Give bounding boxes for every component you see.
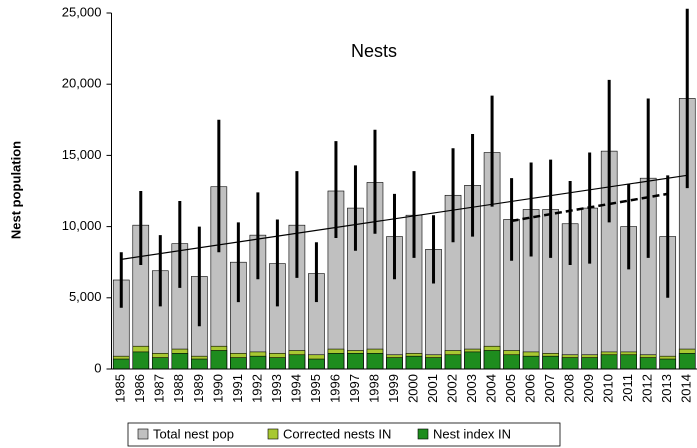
bar bbox=[659, 358, 677, 370]
bar bbox=[503, 354, 520, 370]
x-tick-label: 2010 bbox=[601, 374, 616, 403]
legend: Total nest pop Corrected nests IN Nest ind… bbox=[127, 422, 561, 447]
x-tick-label: 2013 bbox=[659, 374, 674, 403]
legend-label: Corrected nests IN bbox=[283, 426, 391, 441]
bar bbox=[210, 350, 228, 370]
bar bbox=[444, 354, 462, 370]
bar bbox=[464, 351, 481, 370]
x-tick-label: 1991 bbox=[230, 374, 245, 403]
x-tick-label: 2005 bbox=[503, 374, 518, 403]
legend-box bbox=[127, 422, 561, 447]
y-tick-label: 25,000 bbox=[62, 4, 102, 19]
bar bbox=[308, 358, 325, 370]
bar bbox=[230, 357, 247, 370]
x-tick-label: 1993 bbox=[269, 374, 284, 403]
bar bbox=[620, 354, 637, 370]
x-tick-label: 1986 bbox=[132, 374, 147, 403]
x-tick-label: 2007 bbox=[542, 374, 557, 403]
x-tick-label: 1988 bbox=[171, 374, 186, 403]
legend-swatch bbox=[137, 428, 149, 440]
bar bbox=[639, 357, 657, 370]
trend-line bbox=[511, 192, 668, 223]
bar bbox=[249, 355, 267, 370]
x-tick-label: 1997 bbox=[347, 374, 362, 403]
legend-label: Total nest pop bbox=[153, 426, 234, 441]
y-tick-label: 0 bbox=[94, 360, 101, 375]
x-tick-label: 2006 bbox=[523, 374, 538, 403]
bar bbox=[581, 357, 598, 370]
x-tick-label: 2014 bbox=[679, 374, 694, 403]
y-axis-title: Nest population bbox=[8, 141, 23, 239]
bar bbox=[386, 357, 403, 370]
bar bbox=[347, 353, 364, 370]
x-tick-label: 1999 bbox=[386, 374, 401, 403]
bar bbox=[561, 357, 579, 370]
bar bbox=[678, 353, 696, 370]
x-tick-label: 1992 bbox=[249, 374, 264, 403]
bar bbox=[151, 357, 169, 370]
x-tick-label: 1995 bbox=[308, 374, 323, 403]
x-tick-label: 1989 bbox=[191, 374, 206, 403]
x-tick-label: 1990 bbox=[210, 374, 225, 403]
bar bbox=[288, 354, 306, 370]
bar bbox=[327, 353, 345, 370]
bar bbox=[522, 355, 540, 370]
x-tick-label: 2002 bbox=[444, 374, 459, 403]
bar bbox=[171, 353, 189, 370]
y-tick-label: 15,000 bbox=[62, 147, 102, 162]
x-tick-label: 1985 bbox=[113, 374, 128, 403]
x-tick-label: 2008 bbox=[562, 374, 577, 403]
x-tick-label: 2003 bbox=[464, 374, 479, 403]
legend-label: Nest index IN bbox=[433, 426, 511, 441]
x-tick-label: 1998 bbox=[366, 374, 381, 403]
y-tick-label: 10,000 bbox=[62, 218, 102, 233]
x-tick-label: 2011 bbox=[620, 374, 635, 402]
legend-swatch bbox=[417, 428, 429, 440]
bar bbox=[191, 358, 208, 370]
bar bbox=[112, 358, 130, 370]
bar bbox=[542, 355, 559, 370]
bar bbox=[425, 357, 442, 370]
x-tick-label: 2009 bbox=[581, 374, 596, 403]
bar bbox=[366, 353, 384, 370]
y-tick-label: 5,000 bbox=[69, 289, 102, 304]
chart-title: Nests bbox=[351, 41, 397, 61]
trend-line bbox=[121, 174, 688, 260]
x-tick-label: 1996 bbox=[327, 374, 342, 403]
legend-swatch bbox=[267, 428, 279, 440]
bar bbox=[405, 355, 423, 370]
x-tick-label: 2004 bbox=[484, 374, 499, 403]
bar bbox=[269, 357, 286, 370]
x-tick-label: 1994 bbox=[288, 374, 303, 403]
bar bbox=[132, 351, 150, 370]
bar bbox=[600, 354, 618, 370]
bar bbox=[483, 350, 501, 370]
x-tick-label: 1987 bbox=[152, 374, 167, 403]
x-tick-label: 2012 bbox=[640, 374, 655, 403]
y-tick-label: 20,000 bbox=[62, 76, 102, 91]
x-tick-label: 2000 bbox=[405, 374, 420, 403]
x-tick-label: 2001 bbox=[425, 374, 440, 403]
